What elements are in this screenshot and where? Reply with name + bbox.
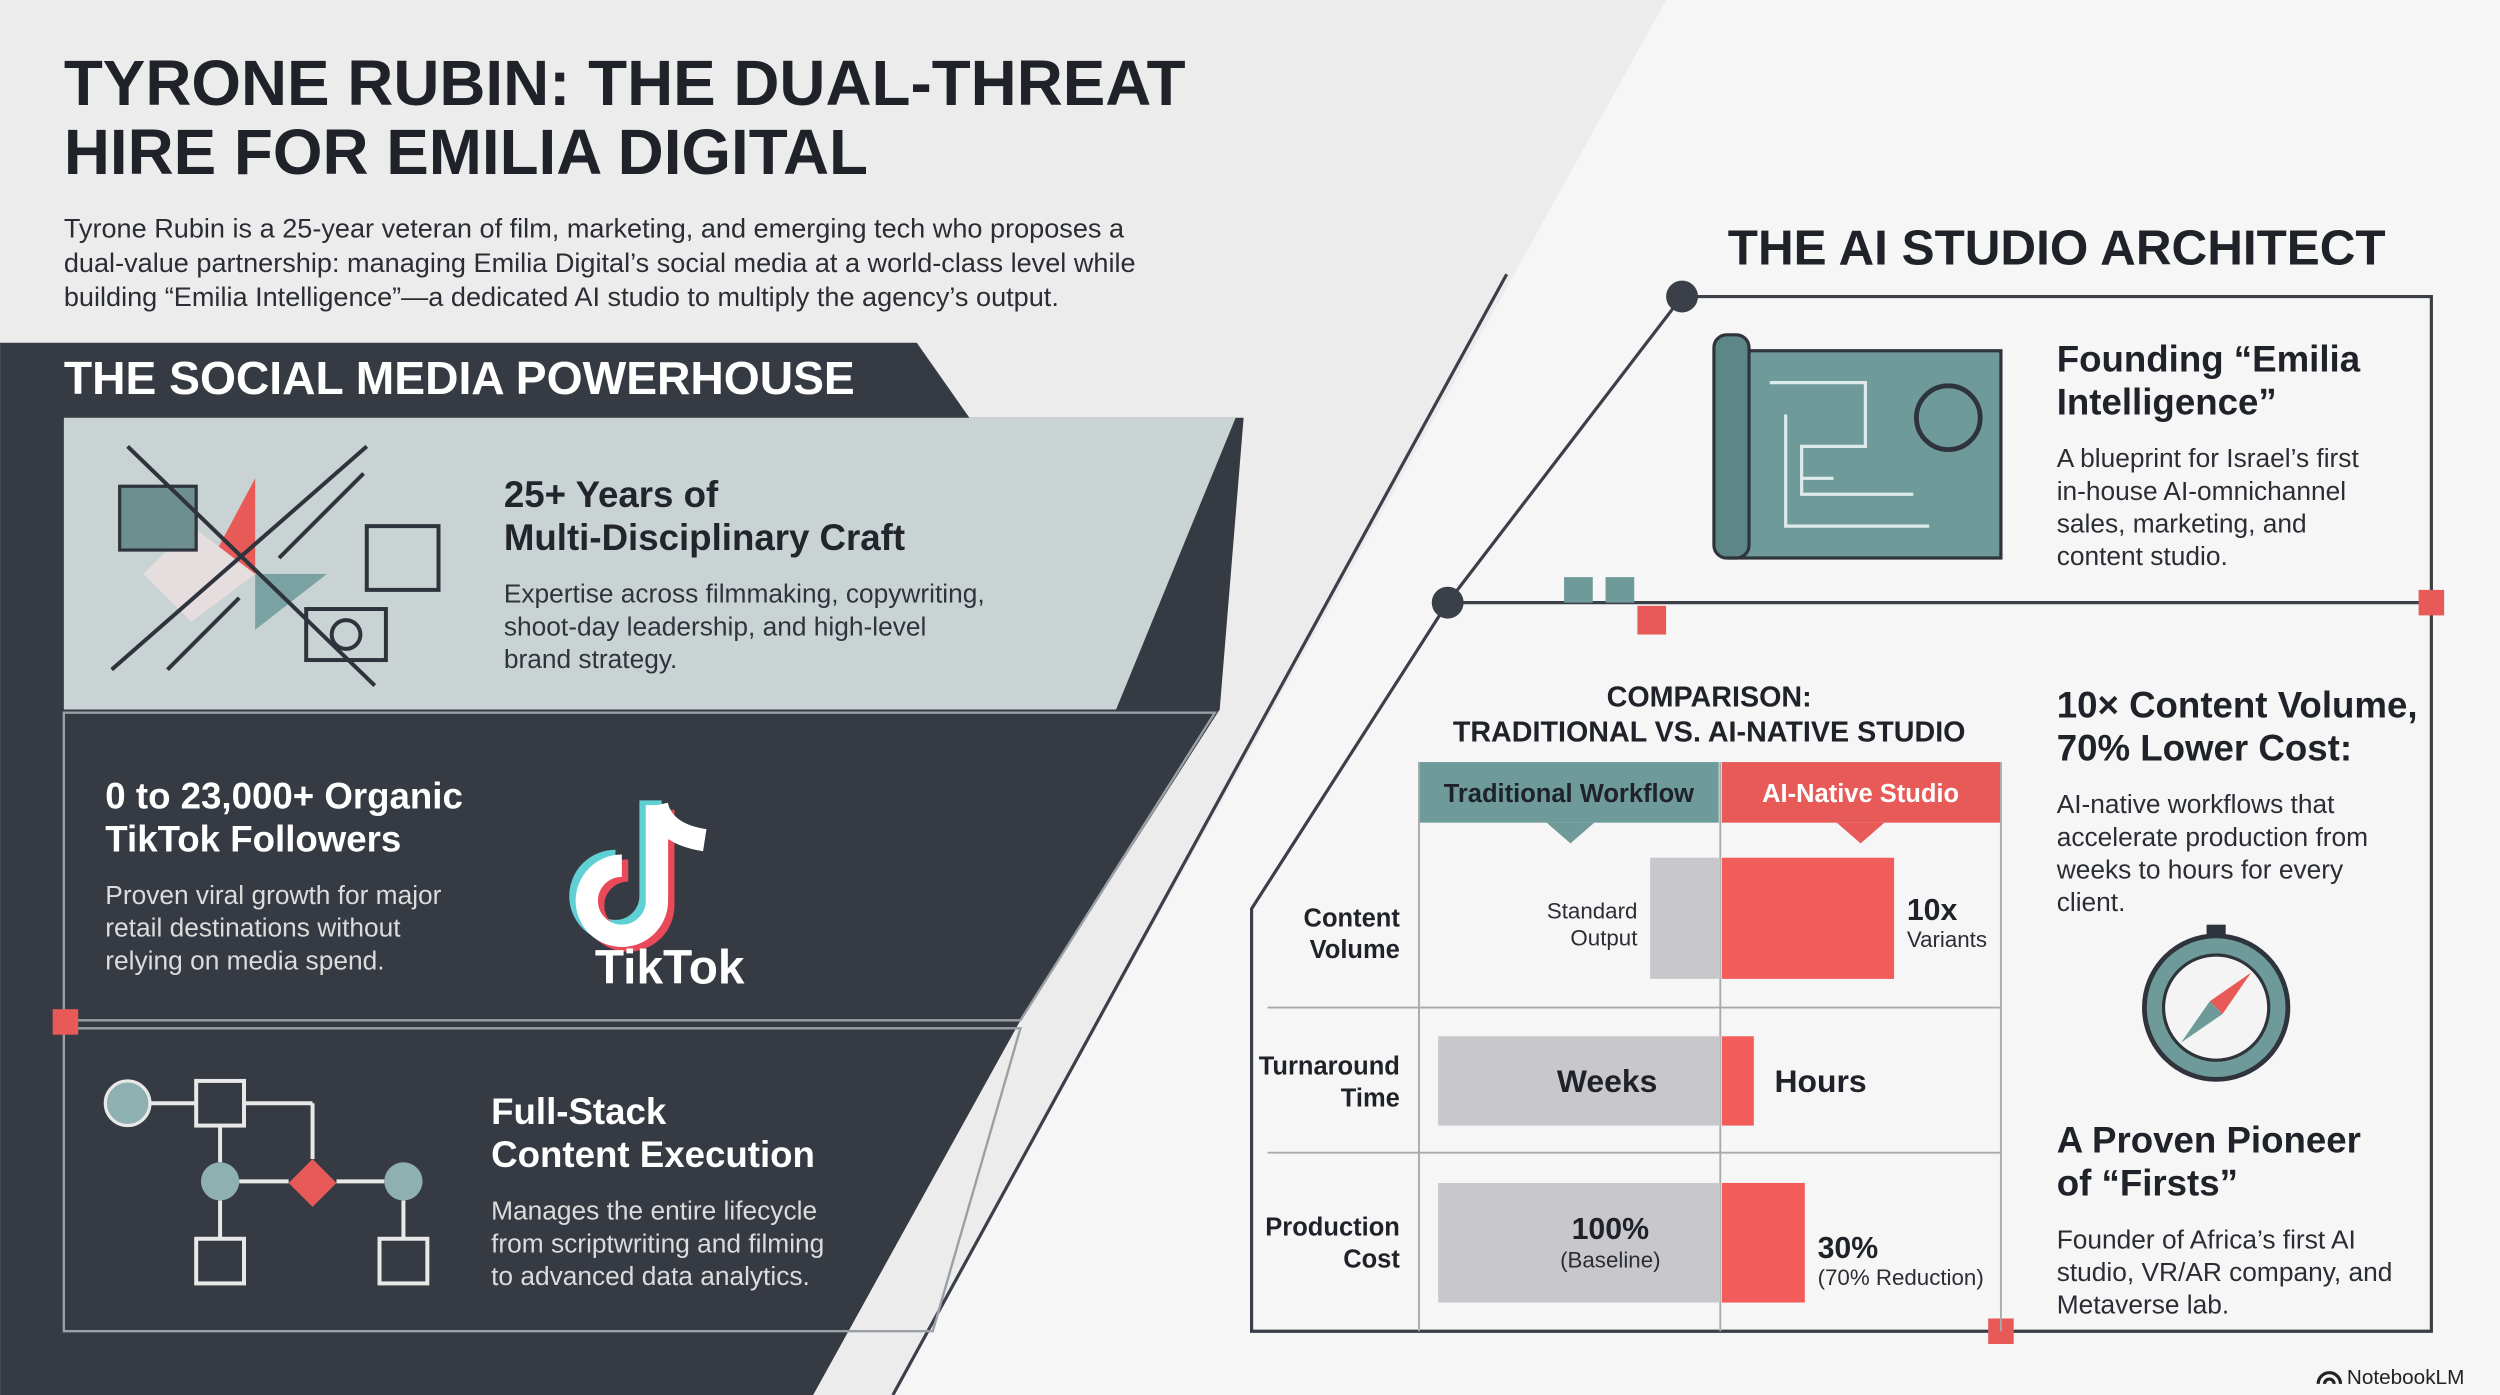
block-body: Metaverse lab. [2057, 1290, 2229, 1320]
block-body: Founder of Africa’s first AI [2057, 1224, 2356, 1254]
tiktok-logo [569, 800, 707, 952]
accent [2418, 589, 2445, 616]
card-body: to advanced data analytics. [491, 1261, 810, 1291]
bar [1721, 1182, 1805, 1303]
block-title: Intelligence” [2057, 382, 2277, 423]
card-1 [63, 417, 1236, 710]
intro: building “Emilia Intelligence”—a dedicat… [64, 281, 1059, 312]
brand: NotebookLM [2347, 1366, 2464, 1389]
column-header: AI-Native Studio [1762, 780, 1959, 808]
cell-value: 30% [1818, 1232, 1879, 1265]
block-title: A Proven Pioneer [2057, 1120, 2361, 1161]
block-title: 10× Content Volume, [2057, 684, 2418, 725]
row-label: Production [1265, 1214, 1400, 1242]
block-body: in-house AI-omnichannel [2057, 476, 2346, 506]
cell-value: 10x [1907, 894, 1958, 927]
row-label: Cost [1343, 1245, 1400, 1273]
bar [1721, 1036, 1754, 1126]
divider [891, 273, 1509, 1395]
card-body: Manages the entire lifecycle [491, 1196, 817, 1226]
cell-text: (Baseline) [1560, 1247, 1660, 1272]
block-body: AI-native workflows that [2057, 789, 2335, 819]
column-header [1546, 822, 1595, 844]
compass-icon [2142, 924, 2291, 1082]
block-body: content studio. [2057, 541, 2228, 571]
node [1431, 586, 1464, 619]
row-label: Time [1341, 1084, 1400, 1112]
card-body: retail destinations without [105, 913, 401, 943]
card-body: Proven viral growth for major [105, 880, 441, 910]
card-body: brand strategy. [504, 644, 677, 674]
bar [1438, 1182, 1721, 1303]
logo-text: TikTok [595, 942, 745, 995]
intro: dual-value partnership: managing Emilia … [64, 247, 1136, 278]
block-body: A blueprint for Israel’s first [2057, 443, 2360, 473]
column-header [1836, 822, 1885, 844]
bar [1650, 857, 1721, 979]
section-heading: THE SOCIAL MEDIA POWERHOUSE [64, 352, 855, 404]
accent [1605, 577, 1635, 603]
bar [1721, 857, 1895, 979]
accent [1637, 605, 1667, 635]
card-body: shoot-day leadership, and high-level [504, 611, 926, 641]
block-body: client. [2057, 887, 2126, 917]
card-body: Expertise across filmmaking, copywriting… [504, 579, 985, 609]
card-3 [62, 1027, 1023, 1333]
card-body: relying on media spend. [105, 945, 384, 975]
card-title: Content Execution [491, 1134, 815, 1175]
blueprint-icon [1712, 333, 2003, 560]
cell-text: Output [1570, 925, 1638, 950]
card-title: Multi-Disciplinary Craft [504, 517, 905, 558]
comparison-title: TRADITIONAL VS. AI-NATIVE STUDIO [1453, 716, 1966, 748]
brand-icon [2316, 1371, 2343, 1385]
card-title: 25+ Years of [504, 474, 719, 515]
block-title: of “Firsts” [2057, 1163, 2238, 1204]
row-label: Volume [1310, 936, 1400, 964]
title: TYRONE RUBIN: THE DUAL-THREAT [64, 47, 1186, 119]
block-body: accelerate production from [2057, 822, 2368, 852]
cell-text: (70% Reduction) [1818, 1265, 1984, 1290]
row-label: Content [1304, 904, 1401, 932]
card-title: Full-Stack [491, 1091, 667, 1132]
block-title: 70% Lower Cost: [2057, 727, 2352, 768]
block-body: weeks to hours for every [2056, 854, 2344, 884]
cell-text: Variants [1907, 927, 1987, 952]
accent [52, 1009, 79, 1035]
row-label: Turnaround [1259, 1053, 1400, 1081]
node [1666, 280, 1698, 313]
cell-text: Standard [1547, 898, 1638, 923]
cell-value: 100% [1572, 1213, 1650, 1246]
cell-value: Hours [1775, 1063, 1867, 1099]
column-header [1418, 762, 1719, 823]
block-body: studio, VR/AR company, and [2057, 1257, 2393, 1287]
accent [1564, 577, 1593, 603]
block-title: Founding “Emilia [2057, 338, 2361, 379]
card-title: 0 to 23,000+ Organic [105, 775, 463, 816]
card-body: from scriptwriting and filming [491, 1228, 824, 1258]
title: HIRE FOR EMILIA DIGITAL [64, 116, 868, 188]
bar [1438, 1036, 1721, 1126]
section-heading: THE AI STUDIO ARCHITECT [1728, 221, 2386, 276]
card-title: TikTok Followers [105, 818, 401, 859]
block-body: sales, marketing, and [2057, 508, 2307, 538]
card-2 [62, 711, 1218, 1022]
column-header: Traditional Workflow [1444, 780, 1694, 808]
column-header [1721, 762, 2001, 823]
cell-value: Weeks [1557, 1063, 1657, 1099]
intro: Tyrone Rubin is a 25-year veteran of fil… [64, 213, 1125, 244]
comparison-title: COMPARISON: [1607, 681, 1812, 713]
